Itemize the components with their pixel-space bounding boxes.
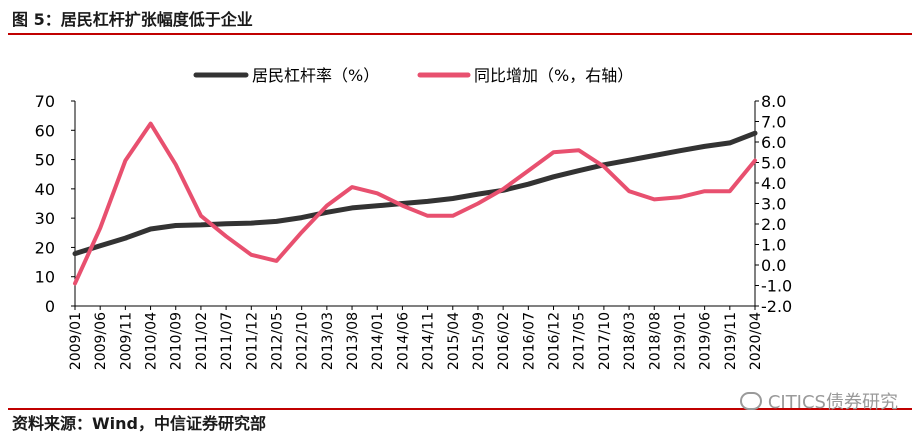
right-tick-label: 6.0	[761, 133, 786, 152]
right-tick-label: -2.0	[761, 297, 792, 316]
right-tick-label: 5.0	[761, 154, 786, 173]
x-tick-label: 2009/01	[68, 312, 84, 370]
left-tick-label: 40	[35, 180, 55, 199]
left-tick-label: 20	[35, 238, 55, 257]
x-tick-label: 2013/03	[320, 312, 336, 370]
x-tick-label: 2014/01	[370, 312, 386, 370]
x-tick-label: 2014/11	[421, 312, 437, 370]
top-divider	[8, 33, 912, 35]
source-note: 资料来源：Wind，中信证券研究部	[12, 414, 266, 433]
leverage-chart: 0 10 20 30 40 50 60 70 -2.0-1.0 0.01.0 2.03.0 4.05.…	[35, 66, 793, 370]
x-tick-label: 2016/02	[496, 312, 512, 370]
x-tick-label: 2010/04	[144, 312, 160, 370]
x-tick-label: 2016/07	[521, 312, 537, 370]
left-tick-label: 50	[35, 151, 55, 170]
left-tick-label: 10	[35, 268, 55, 287]
bottom-divider	[8, 408, 912, 410]
wechat-icon	[739, 392, 762, 410]
x-tick-label: 2014/06	[395, 312, 411, 370]
left-tick-label: 70	[35, 92, 55, 111]
series-line-growth	[73, 121, 757, 286]
x-tick-label: 2011/12	[244, 312, 260, 370]
right-tick-label: 4.0	[761, 174, 786, 193]
x-tick-label: 2017/10	[597, 312, 613, 370]
left-tick-label: 60	[35, 121, 55, 140]
figure-title: 图 5：居民杠杆扩张幅度低于企业	[12, 10, 253, 29]
x-tick-label: 2012/05	[269, 312, 285, 370]
right-tick-label: 2.0	[761, 215, 786, 234]
x-tick-label: 2019/11	[723, 312, 739, 370]
x-tick-label: 2016/12	[547, 312, 563, 370]
right-tick-label: 7.0	[761, 113, 786, 132]
x-tick-label: 2010/09	[169, 312, 185, 370]
legend-leverage-label: 居民杠杆率（%）	[252, 66, 379, 85]
series-line-leverage	[72, 130, 758, 257]
right-tick-label: 0.0	[761, 256, 786, 275]
watermark: CITICS债券研究	[739, 388, 898, 414]
x-tick-label: 2009/06	[93, 312, 109, 370]
x-tick-label: 2015/09	[471, 312, 487, 370]
watermark-text: CITICS债券研究	[767, 392, 898, 413]
x-tick-label: 2013/08	[345, 312, 361, 370]
left-tick-label: 30	[35, 209, 55, 228]
x-tick-label: 2018/03	[622, 312, 638, 370]
x-tick-label: 2020/04	[748, 312, 764, 370]
x-tick-label: 2015/04	[446, 312, 462, 370]
right-tick-label: 3.0	[761, 195, 786, 214]
right-tick-label: 1.0	[761, 236, 786, 255]
x-tick-label: 2009/11	[118, 312, 134, 370]
x-tick-label: 2012/10	[295, 312, 311, 370]
x-tick-label: 2011/02	[194, 312, 210, 370]
x-tick-label: 2017/05	[572, 312, 588, 370]
right-tick-label: -1.0	[761, 277, 792, 296]
left-tick-label: 0	[45, 297, 55, 316]
x-tick-label: 2011/07	[219, 312, 235, 370]
legend-growth-label: 同比增加（%，右轴）	[474, 66, 633, 85]
x-tick-label: 2019/06	[698, 312, 714, 370]
x-tick-label: 2018/08	[647, 312, 663, 370]
right-tick-label: 8.0	[761, 92, 786, 111]
x-tick-label: 2019/01	[672, 312, 688, 370]
